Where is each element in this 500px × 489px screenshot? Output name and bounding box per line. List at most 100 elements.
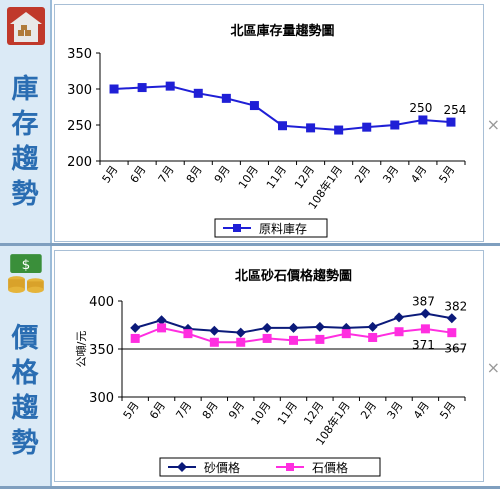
- data-point: [390, 120, 400, 130]
- x-tick-label: 6月: [147, 399, 168, 421]
- data-label: 250: [409, 101, 432, 115]
- chart-title: 北區砂石價格趨勢圖: [235, 268, 352, 284]
- data-point: [137, 83, 147, 93]
- data-point: [156, 315, 167, 326]
- section-label-price: 價格趨勢: [11, 323, 39, 459]
- x-tick-label: 5月: [437, 399, 458, 421]
- x-tick-label: 8月: [200, 399, 221, 421]
- money-coins-icon: $: [8, 254, 44, 293]
- y-tick-label: 350: [89, 343, 114, 358]
- x-tick-label: 2月: [352, 163, 373, 185]
- data-label: 367: [444, 342, 467, 356]
- price-sidebar: $ 價格趨勢: [0, 246, 52, 489]
- x-tick-label: 2月: [358, 399, 379, 421]
- data-point: [236, 337, 246, 347]
- x-tick-label: 8月: [184, 163, 205, 185]
- data-point: [289, 335, 298, 345]
- x-tick-label: 11月: [264, 163, 289, 191]
- x-tick-label: 5月: [436, 163, 457, 185]
- data-point: [235, 327, 246, 338]
- inventory-sidebar: 庫存趨勢: [0, 0, 52, 246]
- x-tick-label: 9月: [212, 163, 233, 185]
- x-tick-label: 3月: [385, 399, 406, 421]
- legend-marker: [286, 463, 294, 471]
- data-point: [314, 321, 325, 332]
- data-point: [165, 81, 175, 91]
- price-section: $ 價格趨勢 北區砂石價格趨勢圖 300 350 400 5月 6月 7月 8月 9月 10月 11…: [0, 246, 500, 489]
- data-point: [367, 321, 378, 332]
- legend-label: 砂價格: [204, 460, 240, 475]
- data-point: [130, 333, 140, 343]
- data-point: [262, 333, 272, 343]
- data-point: [420, 308, 431, 319]
- data-point: [315, 334, 325, 344]
- close-mark-2: ×: [486, 358, 500, 377]
- data-point: [394, 312, 405, 323]
- data-point: [278, 121, 287, 131]
- y-tick-label: 250: [67, 119, 92, 134]
- data-point: [221, 93, 231, 103]
- x-tick-label: 9月: [226, 399, 247, 421]
- x-tick-label: 11月: [275, 399, 300, 427]
- data-point: [368, 332, 378, 342]
- data-label: 387: [412, 294, 435, 308]
- x-tick-label: 10月: [249, 399, 274, 427]
- x-tick-label: 5月: [100, 163, 121, 185]
- x-tick-label: 7月: [173, 399, 194, 421]
- data-point: [341, 329, 351, 339]
- x-tick-label: 6月: [128, 163, 149, 185]
- data-point: [183, 329, 193, 339]
- inventory-chart-panel: 北區庫存量趨勢圖 200 250 300 350 5月 6月 7月 8月 9月 10月 11月 12月 1…: [54, 4, 484, 242]
- y-tick-label: 400: [89, 295, 114, 310]
- data-point: [446, 313, 457, 324]
- data-point: [249, 101, 259, 111]
- legend-label: 石價格: [312, 460, 348, 475]
- x-tick-label: 3月: [380, 163, 401, 185]
- data-point: [446, 117, 456, 127]
- data-label: 254: [444, 103, 467, 117]
- data-point: [193, 88, 203, 98]
- data-point: [130, 322, 141, 333]
- data-point: [262, 322, 273, 333]
- legend-marker: [177, 462, 187, 472]
- close-mark-1: ×: [486, 115, 500, 134]
- x-tick-label: 5月: [121, 399, 142, 421]
- data-point: [394, 327, 404, 337]
- data-point: [306, 123, 316, 133]
- x-tick-label: 4月: [411, 399, 432, 421]
- data-point: [109, 84, 119, 94]
- data-point: [209, 337, 219, 347]
- y-tick-label: 300: [89, 391, 114, 406]
- warehouse-icon: [7, 7, 45, 45]
- data-point: [341, 322, 352, 333]
- inventory-section: 庫存趨勢 北區庫存量趨勢圖 200 250 300 350 5月 6月 7月 8月 9月 10月 11…: [0, 0, 500, 246]
- bottom-border: [0, 486, 500, 489]
- data-point: [362, 122, 372, 132]
- y-tick-label: 300: [67, 83, 92, 98]
- legend-marker: [233, 224, 241, 232]
- chart-title: 北區庫存量趨勢圖: [230, 23, 334, 39]
- price-chart-panel: 北區砂石價格趨勢圖 300 350 400 5月 6月 7月 8月 9月 10月 11月 12月 108…: [54, 250, 484, 482]
- data-point: [334, 125, 344, 135]
- section-label-inventory: 庫存趨勢: [11, 74, 39, 210]
- x-tick-label: 12月: [292, 163, 317, 191]
- section-divider: [0, 243, 500, 246]
- y-axis-label: 公噸/元: [74, 331, 88, 368]
- data-point: [288, 322, 299, 333]
- data-point: [418, 115, 428, 125]
- legend-box: [214, 218, 328, 238]
- y-tick-label: 200: [67, 155, 92, 170]
- data-point: [209, 325, 220, 336]
- x-tick-label: 4月: [408, 163, 429, 185]
- x-tick-label: 7月: [156, 163, 177, 185]
- data-point: [447, 328, 457, 338]
- data-label: 371: [412, 338, 435, 352]
- data-point: [157, 323, 167, 333]
- y-tick-label: 350: [67, 47, 92, 62]
- data-point: [420, 324, 430, 334]
- svg-text:$: $: [22, 257, 31, 273]
- x-tick-label: 12月: [301, 399, 326, 427]
- legend-box: [159, 457, 381, 477]
